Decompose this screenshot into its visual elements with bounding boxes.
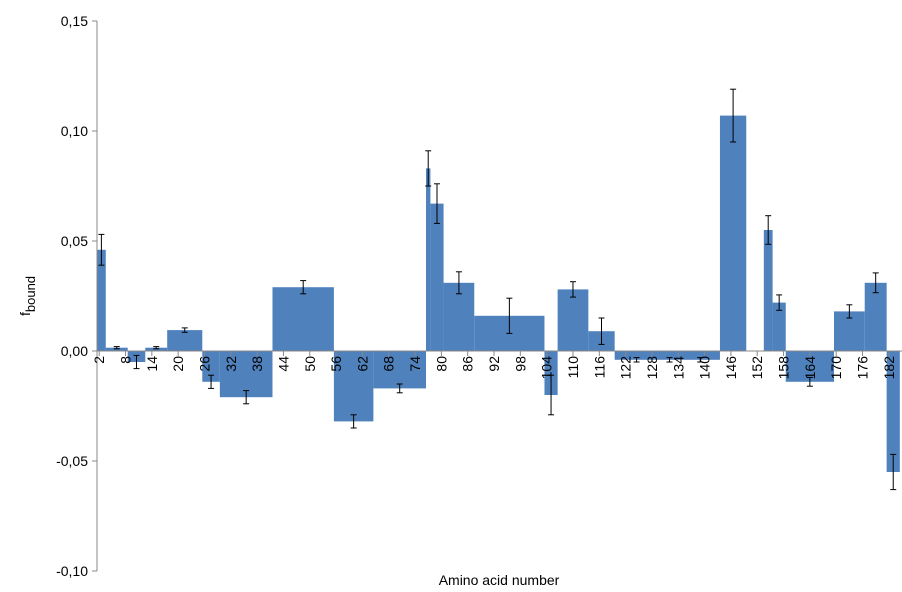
error-bar [730,88,737,143]
error-bar [776,294,783,311]
error-bar [300,280,307,295]
bar [105,347,128,351]
x-tick-label: 62 [354,356,370,372]
error-bar [455,271,462,295]
x-tick-label: 50 [302,356,318,372]
bar [426,168,431,351]
error-bar [396,383,403,394]
error-bar [208,374,215,389]
x-tick-label: 110 [565,356,581,379]
x-tick-label: 104 [539,356,555,380]
bar [719,115,747,351]
bar [680,351,720,360]
bar [145,347,168,351]
bar [430,203,444,351]
x-tick-label: 80 [433,356,449,372]
x-tick-label: 176 [855,356,871,380]
x-tick-label: 98 [512,356,528,372]
error-bar [765,215,772,245]
x-tick-label: 170 [828,356,844,380]
x-tick-label: 74 [407,356,423,372]
x-tick-label: 20 [170,356,186,372]
bar [333,351,374,422]
bar [763,230,773,351]
bar [272,287,334,351]
bar [167,330,203,351]
bar [614,351,659,360]
x-tick-label: 2 [91,356,107,364]
error-bar [350,414,357,429]
error-bar [548,374,555,416]
error-bar [181,327,188,333]
x-tick-label: 128 [644,356,660,380]
y-axis-label-sub: bound [23,276,38,312]
x-axis-label: Amino acid number [439,572,560,588]
error-bar [98,233,105,266]
bar [544,351,558,395]
error-bar [243,390,250,405]
error-bar [872,272,879,294]
y-tick-label: 0,05 [61,233,88,249]
bar [97,249,106,351]
x-tick-label: 122 [618,356,634,380]
y-tick-label: -0,05 [56,453,88,469]
x-tick-label: 44 [275,356,291,372]
bar [658,351,681,360]
bar [373,351,427,389]
error-bar [846,304,853,319]
plot [97,88,900,491]
x-tick-label: 86 [460,356,476,372]
y-axis-label-main: f [17,312,33,316]
x-tick-label: 56 [328,356,344,372]
x-tick-label: 152 [749,356,765,380]
error-bar [633,357,640,363]
x-tick-label: 38 [249,356,265,372]
x-tick-label: 164 [802,356,818,380]
x-tick-label: 146 [723,356,739,380]
bar [864,282,887,351]
y-tick-label: 0,15 [61,13,88,29]
x-tick-label: 68 [381,356,397,372]
bar [219,351,273,398]
bar [886,351,900,472]
x-tick-label: 182 [881,356,897,380]
error-bar [425,150,432,187]
error-bar [890,453,897,491]
error-bar [506,297,513,334]
error-bar [113,346,120,350]
error-bar [569,281,576,298]
x-tick-label: 134 [670,356,686,380]
error-bar [133,354,140,370]
x-tick-label: 8 [118,356,134,364]
error-bar [806,376,813,387]
x-tick-label: 14 [144,356,160,372]
bar [202,351,220,382]
y-tick-label: 0,00 [61,343,88,359]
x-tick-label: 158 [776,356,792,380]
error-bar [433,183,440,224]
x-tick-label: 92 [486,356,502,372]
x-tick-label: 116 [591,356,607,379]
y-tick-label: -0,10 [56,563,88,579]
x-tick-label: 140 [697,356,713,380]
error-bar [666,357,673,363]
error-bar [697,357,704,363]
error-bar [598,317,605,345]
x-tick-label: 32 [223,356,239,372]
y-tick-label: 0,10 [61,123,88,139]
y-axis-label: fbound [17,276,38,316]
bar [785,351,835,382]
error-bar [153,346,160,350]
x-tick-label: 26 [196,356,212,372]
bar [557,289,589,351]
bar [772,302,786,351]
